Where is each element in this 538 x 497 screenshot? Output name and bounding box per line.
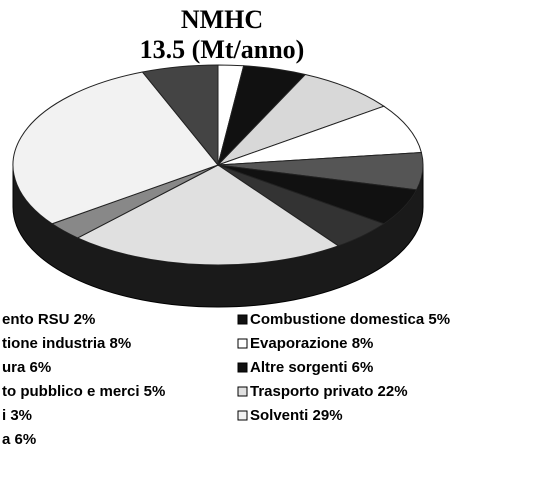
legend-swatch <box>237 386 248 397</box>
legend-label: Trasporto privato 22% <box>250 383 408 400</box>
legend-swatch <box>237 410 248 421</box>
pie-slice <box>217 73 385 166</box>
legend-label: to pubblico e merci 5% <box>2 383 165 400</box>
legend-label: ento RSU 2% <box>2 311 95 328</box>
pie-slice <box>12 71 219 225</box>
pie-slice <box>141 64 219 167</box>
legend-label: Evaporazione 8% <box>250 335 373 352</box>
chart-title: NMHC <box>181 5 263 34</box>
legend-label: Combustione domestica 5% <box>250 311 450 328</box>
legend-label: Altre sorgenti 6% <box>250 359 373 376</box>
legend-swatch <box>237 314 248 325</box>
pie-slice <box>217 105 423 166</box>
legend-label: i 3% <box>2 407 32 424</box>
chart-subtitle: 13.5 (Mt/anno) <box>140 35 305 64</box>
legend-label: a 6% <box>2 431 36 448</box>
legend-label: ura 6% <box>2 359 51 376</box>
legend-swatch <box>237 338 248 349</box>
pie-slice <box>76 164 340 266</box>
legend-label: Solventi 29% <box>250 407 343 424</box>
legend-label: tione industria 8% <box>2 335 131 352</box>
legend-swatch <box>237 362 248 373</box>
